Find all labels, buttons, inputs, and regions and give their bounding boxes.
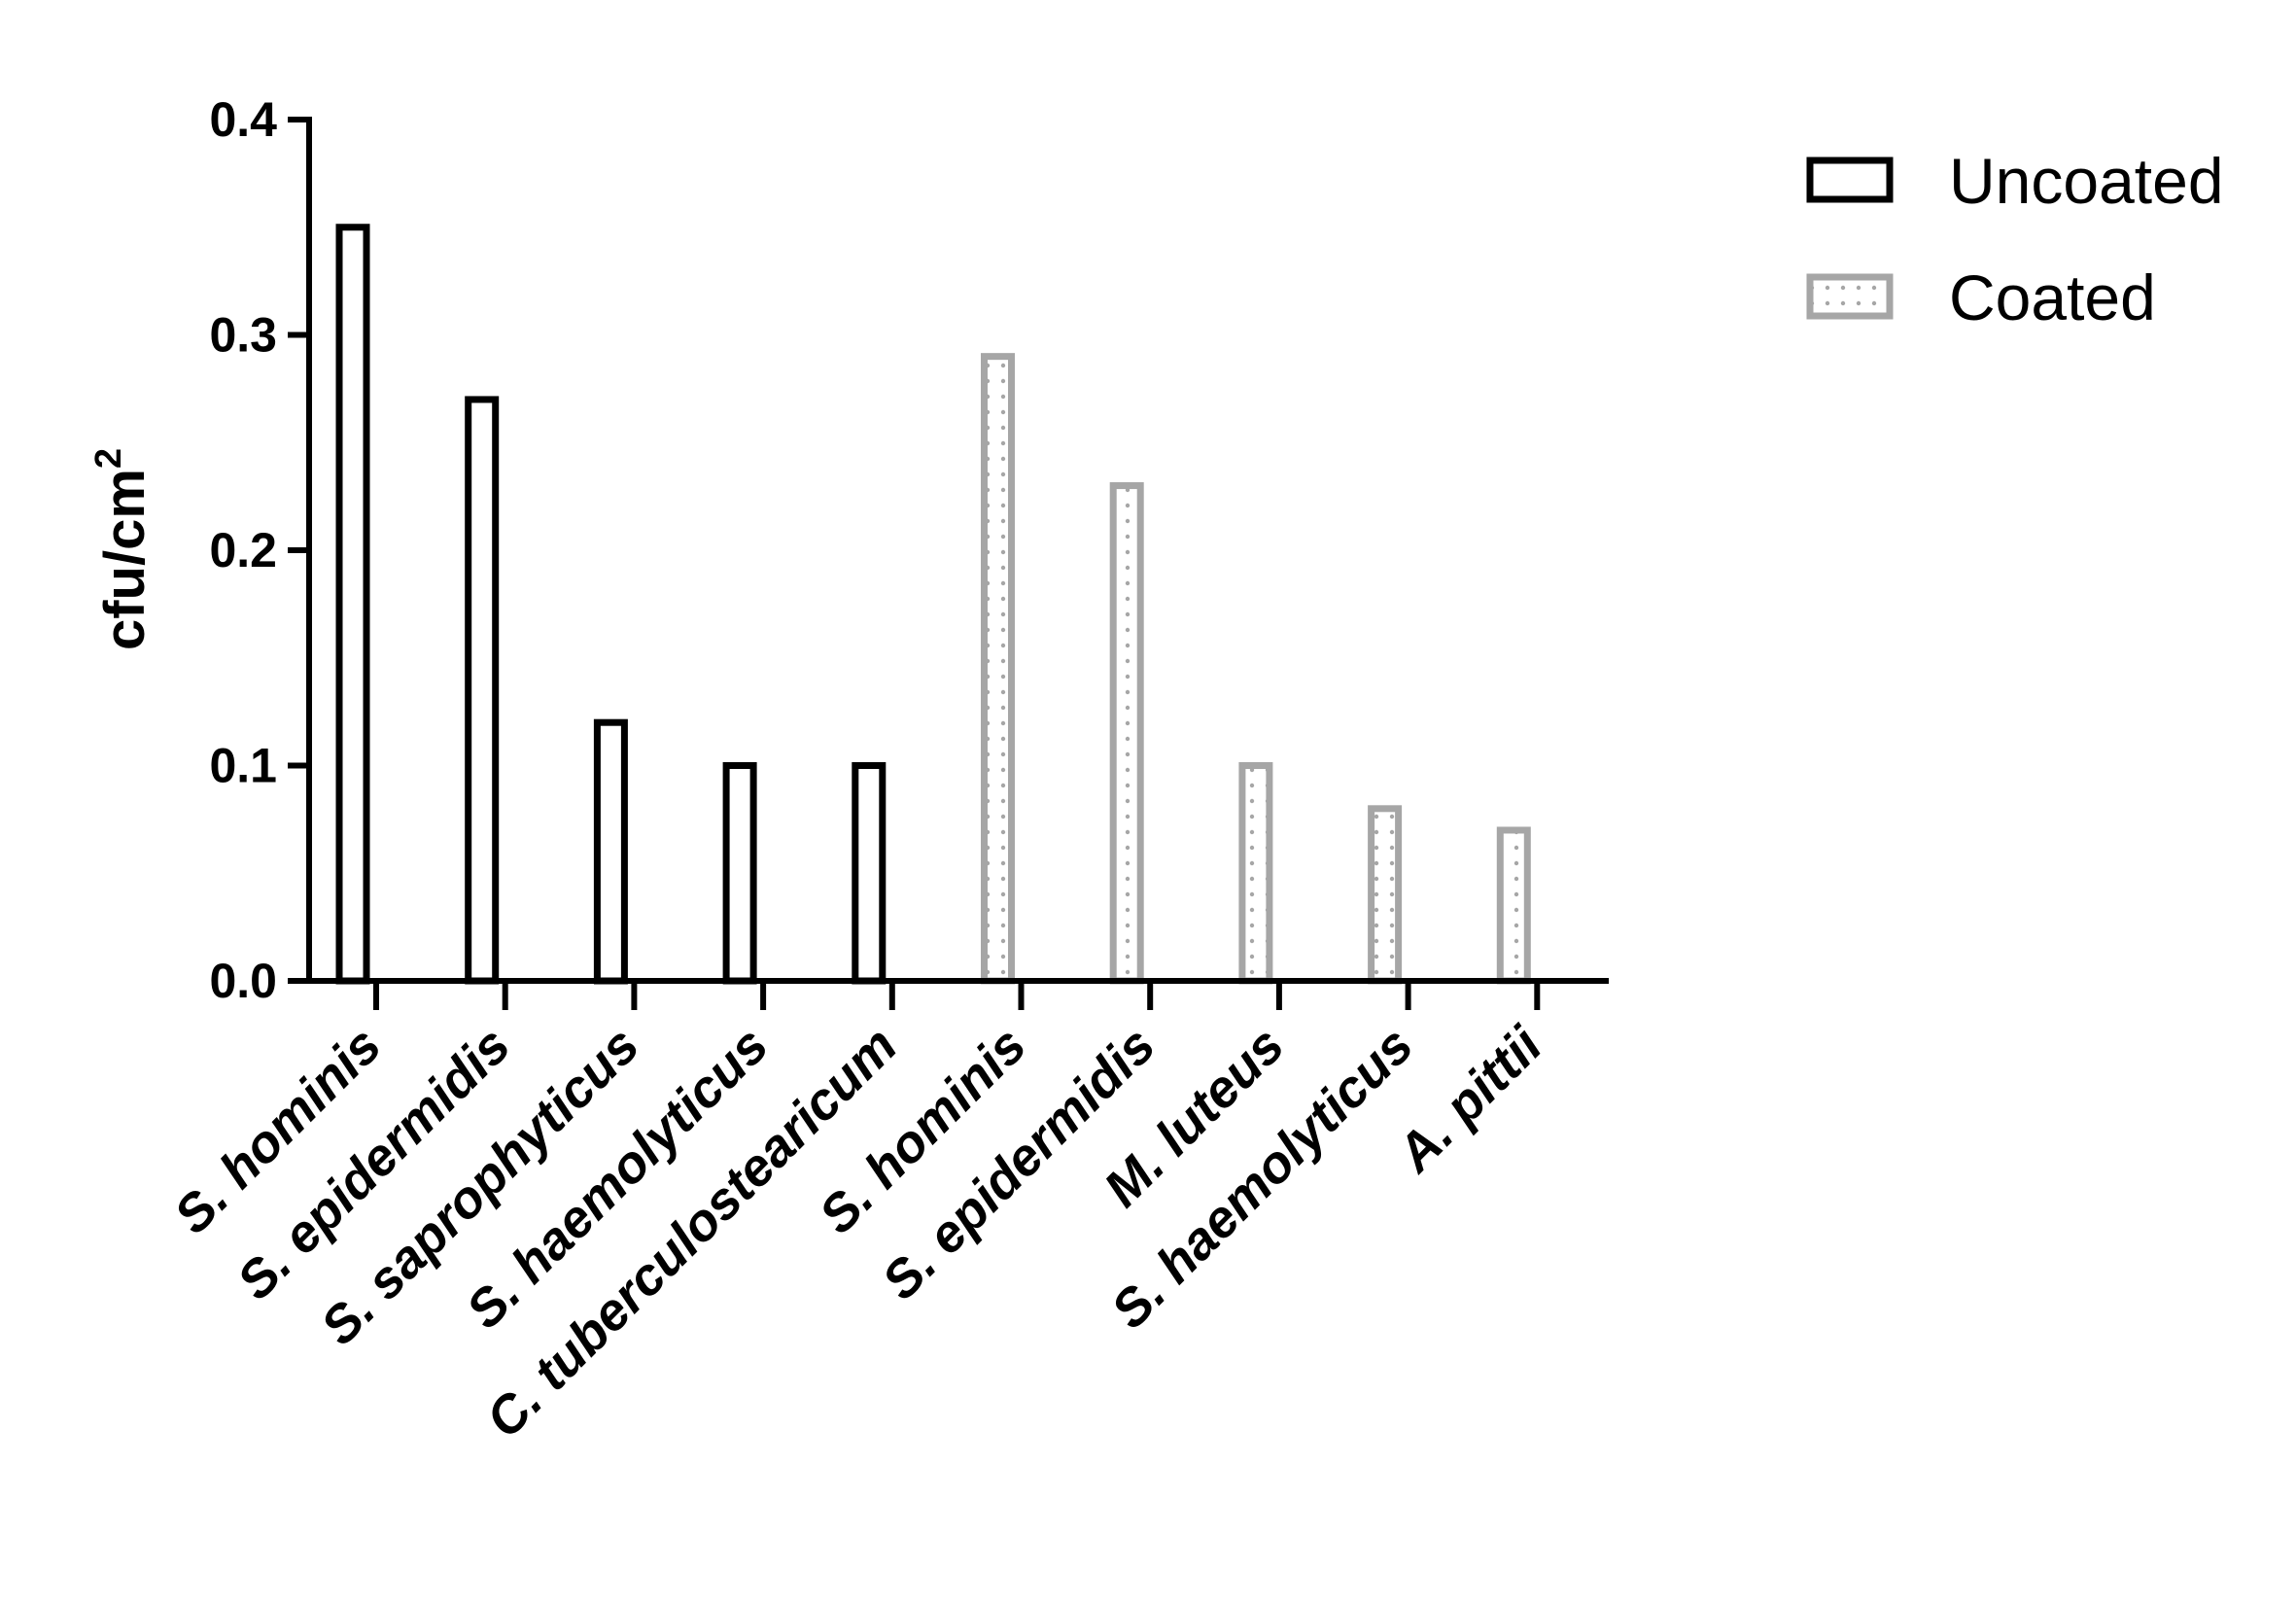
- uncoated-bar: [465, 396, 500, 985]
- y-axis-title: cfu/cm2: [88, 448, 157, 650]
- legend-swatch-uncoated: [1806, 157, 1894, 203]
- uncoated-bar: [852, 762, 887, 985]
- x-ticks-group: [373, 981, 1541, 1010]
- coated-bar: [1368, 805, 1403, 985]
- bars-group: [335, 224, 1531, 985]
- y-tick-label: 0.3: [209, 308, 277, 363]
- y-tick-label: 0.1: [209, 739, 277, 793]
- y-tick-label: 0.2: [209, 523, 277, 577]
- legend-label: Uncoated: [1949, 145, 2224, 217]
- coated-bar: [1496, 826, 1531, 985]
- y-tick-label: 0.0: [209, 954, 277, 1008]
- y-ticks-group: 0.0 0.1 0.2 0.3 0.4: [209, 92, 309, 1008]
- coated-bar: [1109, 482, 1144, 985]
- coated-bar: [1238, 762, 1273, 985]
- x-category-label: A. pittii: [1385, 1015, 1554, 1184]
- y-tick-label: 0.4: [209, 92, 277, 147]
- axes-group: [306, 117, 1609, 984]
- uncoated-bar: [593, 718, 628, 985]
- legend: Uncoated Coated: [1806, 145, 2224, 333]
- uncoated-bar: [335, 224, 370, 985]
- legend-label: Coated: [1949, 262, 2156, 333]
- uncoated-bar: [722, 762, 757, 985]
- legend-swatch-coated: [1806, 273, 1894, 320]
- coated-bar: [981, 353, 1015, 985]
